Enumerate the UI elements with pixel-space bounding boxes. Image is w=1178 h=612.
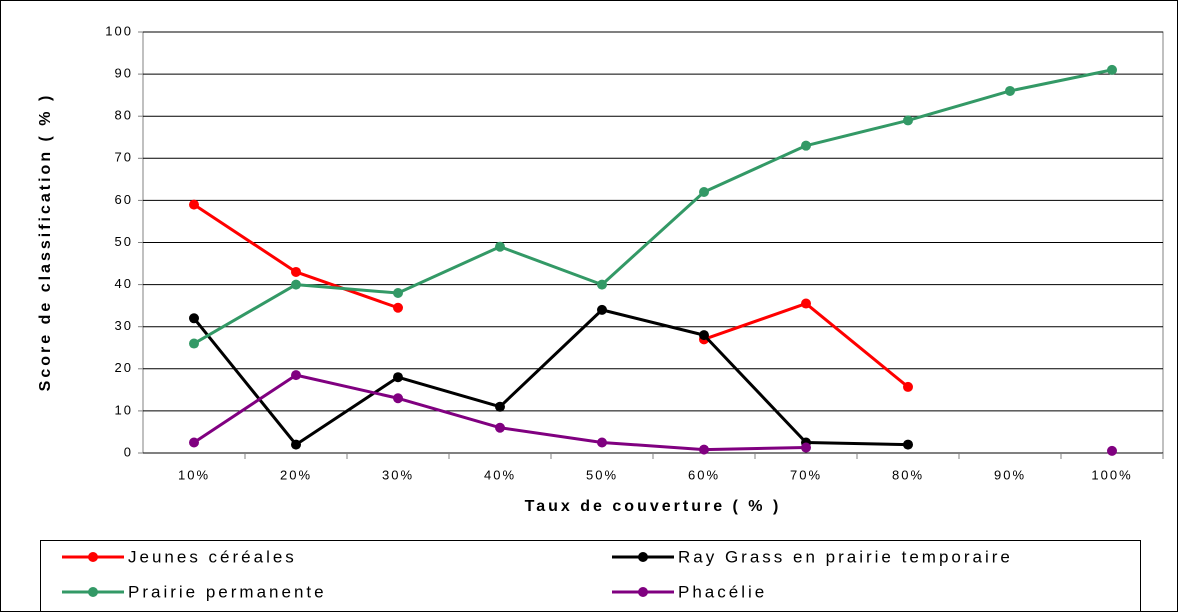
data-point bbox=[495, 422, 505, 433]
x-tick-label: 20% bbox=[280, 467, 312, 482]
x-tick-label: 10% bbox=[178, 467, 210, 482]
y-tick-label: 20 bbox=[115, 360, 133, 375]
y-tick-label: 100 bbox=[105, 23, 133, 38]
data-point bbox=[495, 401, 505, 412]
y-tick-label: 80 bbox=[115, 108, 133, 123]
data-point bbox=[291, 439, 301, 450]
data-point bbox=[1005, 85, 1015, 96]
legend-label: Phacélie bbox=[678, 582, 767, 601]
legend-label: Jeunes céréales bbox=[128, 547, 297, 566]
series-line bbox=[192, 308, 909, 447]
y-tick-label: 0 bbox=[124, 444, 133, 459]
legend-marker bbox=[88, 552, 98, 562]
data-point bbox=[801, 298, 811, 309]
y-tick-label: 60 bbox=[115, 192, 133, 207]
y-tick-label: 40 bbox=[115, 276, 133, 291]
y-tick-label: 70 bbox=[115, 150, 133, 165]
series-line bbox=[193, 68, 1113, 345]
data-point bbox=[903, 115, 913, 126]
data-point bbox=[597, 279, 607, 290]
data-point bbox=[291, 370, 301, 381]
data-point bbox=[1107, 445, 1117, 456]
data-point bbox=[291, 266, 301, 277]
data-point bbox=[903, 439, 913, 450]
x-tick-label: 90% bbox=[994, 467, 1026, 482]
y-tick-label: 10 bbox=[115, 402, 133, 417]
x-tick-label: 40% bbox=[484, 467, 516, 482]
data-point bbox=[393, 393, 403, 404]
x-tick-label: 50% bbox=[586, 467, 618, 482]
legend-label: Ray Grass en prairie temporaire bbox=[678, 547, 1013, 566]
data-point bbox=[699, 330, 709, 341]
data-point bbox=[189, 199, 199, 210]
x-tick-label: 30% bbox=[382, 467, 414, 482]
y-tick-label: 50 bbox=[115, 234, 133, 249]
data-point bbox=[1107, 64, 1117, 75]
data-point bbox=[801, 442, 811, 453]
data-point bbox=[699, 186, 709, 197]
data-point bbox=[597, 304, 607, 315]
data-point bbox=[393, 288, 403, 299]
x-tick-label: 100% bbox=[1091, 467, 1132, 482]
data-point bbox=[393, 372, 403, 383]
legend-marker bbox=[88, 587, 98, 597]
legend-marker bbox=[638, 552, 648, 562]
y-tick-label: 30 bbox=[115, 318, 133, 333]
data-point bbox=[189, 437, 199, 448]
data-point bbox=[495, 241, 505, 252]
legend-label: Prairie permanente bbox=[128, 582, 327, 601]
x-tick-label: 70% bbox=[790, 467, 822, 482]
y-tick-label: 90 bbox=[115, 66, 133, 81]
x-axis-title: Taux de couverture ( % ) bbox=[525, 498, 782, 515]
x-tick-label: 80% bbox=[892, 467, 924, 482]
data-point bbox=[291, 279, 301, 290]
x-tick-label: 60% bbox=[688, 467, 720, 482]
data-point bbox=[189, 313, 199, 324]
data-point bbox=[903, 381, 913, 392]
data-point bbox=[189, 338, 199, 349]
data-point bbox=[597, 437, 607, 448]
legend-marker bbox=[638, 587, 648, 597]
data-point bbox=[393, 302, 403, 313]
data-point bbox=[699, 444, 709, 455]
y-axis-title: Score de classification ( % ) bbox=[37, 93, 54, 392]
data-point bbox=[801, 140, 811, 151]
